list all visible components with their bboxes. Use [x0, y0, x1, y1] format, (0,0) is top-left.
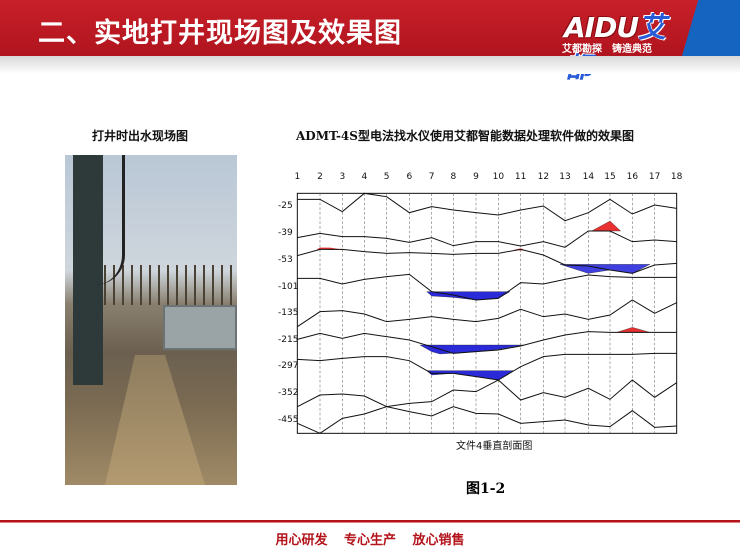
figure-label: 图1-2 [466, 481, 506, 497]
y-tick-label: -215 [278, 335, 299, 345]
water-flow [105, 355, 205, 485]
header-blue-corner [682, 0, 740, 56]
y-tick-label: -352 [278, 388, 299, 398]
x-tick-label: 10 [492, 172, 505, 182]
x-tick-label: 12 [537, 172, 550, 182]
photo-caption: 打井时出水现场图 [92, 129, 189, 143]
profile-line [297, 248, 677, 274]
y-tick-label: -101 [278, 282, 299, 292]
profile-line [297, 230, 677, 248]
x-tick-label: 5 [383, 172, 390, 182]
profile-line [297, 273, 677, 301]
x-tick-label: 11 [514, 172, 527, 182]
well-site-photo [65, 155, 237, 485]
truck [163, 305, 237, 350]
x-tick-label: 3 [339, 172, 346, 182]
x-tick-label: 15 [604, 172, 616, 182]
x-tick-label: 17 [648, 172, 661, 182]
plot-frame [296, 192, 678, 434]
chart-title: 文件4垂直剖面图 [456, 441, 533, 452]
profile-line [297, 406, 677, 434]
y-tick-label: -25 [278, 201, 293, 211]
y-tick-label: -297 [278, 361, 299, 371]
x-tick-label: 16 [626, 172, 639, 182]
profile-line [297, 192, 677, 222]
profile-line [297, 299, 677, 328]
x-tick-label: 1 [294, 172, 301, 182]
x-tick-label: 7 [428, 172, 435, 182]
y-tick-label: -135 [278, 308, 299, 318]
x-tick-label: 18 [670, 172, 683, 182]
vertical-profile-chart [296, 192, 678, 434]
y-tick-label: -39 [278, 228, 293, 238]
x-tick-label: 14 [582, 172, 595, 182]
profile-line [297, 352, 677, 381]
x-tick-label: 9 [473, 172, 479, 182]
x-tick-label: 4 [361, 172, 368, 182]
x-tick-label: 8 [450, 172, 457, 182]
chart-caption: ADMT-4S型电法找水仪使用艾都智能数据处理软件做的效果图 [296, 129, 634, 143]
x-tick-label: 6 [406, 172, 413, 182]
profile-line [297, 379, 677, 408]
y-tick-label: -53 [278, 255, 293, 265]
y-tick-label: -455 [278, 415, 299, 425]
footer-divider [0, 520, 740, 523]
profile-line [297, 331, 677, 354]
aidu-logo: AIDU艾都 艾都勘探 铸造典范 [562, 11, 666, 84]
header-shadow [0, 56, 740, 74]
header-bar: 二、实地打井现场图及效果图 AIDU艾都 艾都勘探 铸造典范 [0, 0, 740, 84]
x-tick-label: 13 [559, 172, 571, 182]
x-tick-label: 2 [317, 172, 323, 182]
page-title: 二、实地打井现场图及效果图 [38, 18, 402, 49]
footer-slogan: 用心研发 专心生产 放心销售 [275, 533, 465, 548]
